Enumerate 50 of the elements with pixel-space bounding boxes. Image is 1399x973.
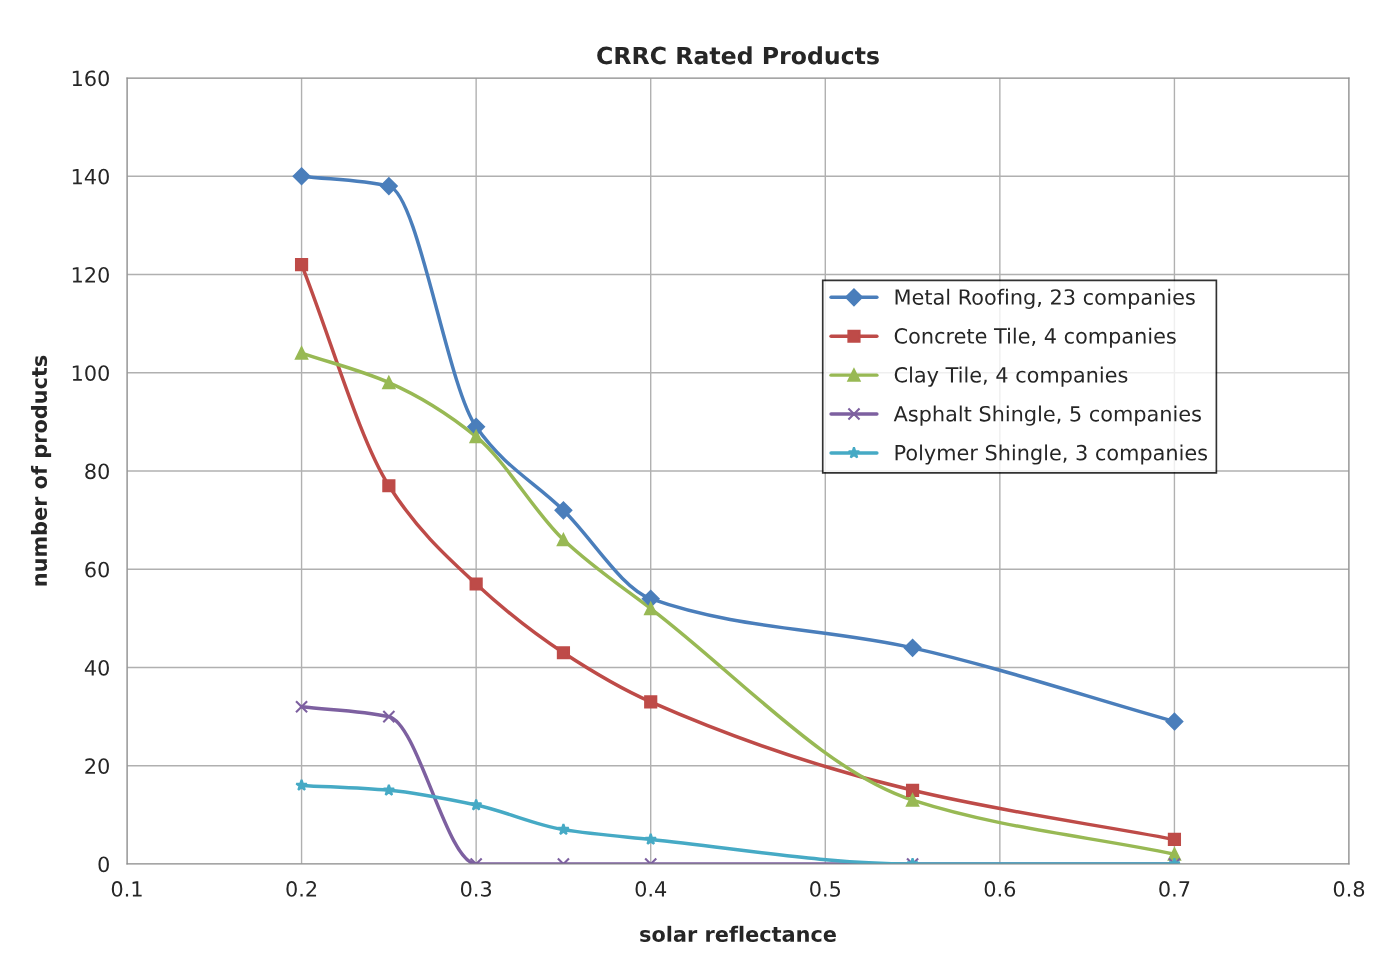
point <box>903 638 922 657</box>
point <box>556 646 571 660</box>
point <box>644 832 658 845</box>
y-tick-label: 40 <box>84 659 109 676</box>
point <box>382 783 396 796</box>
x-tick-label: 0.2 <box>286 881 317 897</box>
point <box>1165 712 1184 731</box>
point <box>295 778 308 791</box>
point <box>469 430 483 444</box>
x-tick-label: 0.8 <box>1333 881 1365 897</box>
point <box>382 375 396 390</box>
point <box>469 798 483 811</box>
point <box>905 783 920 797</box>
point <box>382 479 396 493</box>
y-tick-label: 100 <box>72 365 109 381</box>
point <box>1167 832 1182 847</box>
point <box>557 823 570 836</box>
x-tick-label: 0.6 <box>984 881 1016 897</box>
legend-label: Asphalt Shingle, 5 companies <box>893 405 1201 426</box>
point <box>294 346 309 360</box>
x-axis-title: solar reflectance <box>640 925 836 942</box>
x-tick-label: 0.5 <box>810 881 841 897</box>
point <box>905 793 920 807</box>
point <box>469 577 483 591</box>
y-axis-title: number of products <box>30 355 52 586</box>
x-tick-label: 0.1 <box>111 881 142 897</box>
y-tick-label: 140 <box>72 168 109 185</box>
x-tick-label: 0.3 <box>460 881 492 897</box>
x-tick-label: 0.7 <box>1159 881 1190 897</box>
point <box>292 167 311 186</box>
legend-label: Metal Roofing, 23 companies <box>895 288 1195 309</box>
y-tick-label: 80 <box>85 463 109 480</box>
y-tick-label: 60 <box>85 561 109 578</box>
point <box>294 700 309 714</box>
chart-title: CRRC Rated Products <box>597 46 879 65</box>
y-tick-label: 20 <box>85 758 109 774</box>
point <box>644 601 658 616</box>
legend-label: Clay Tile, 4 companies <box>894 366 1128 387</box>
point <box>294 258 309 272</box>
point <box>554 501 573 520</box>
y-tick-label: 120 <box>72 266 109 283</box>
y-tick-label: 0 <box>98 856 109 873</box>
legend-label: Polymer Shingle, 3 companies <box>895 444 1208 465</box>
y-tick-label: 160 <box>72 70 109 87</box>
legend-label: Concrete Tile, 4 companies <box>894 327 1176 348</box>
point <box>382 710 396 724</box>
x-tick-label: 0.4 <box>635 881 667 897</box>
point <box>644 695 658 709</box>
point <box>556 533 571 547</box>
point <box>379 177 398 195</box>
